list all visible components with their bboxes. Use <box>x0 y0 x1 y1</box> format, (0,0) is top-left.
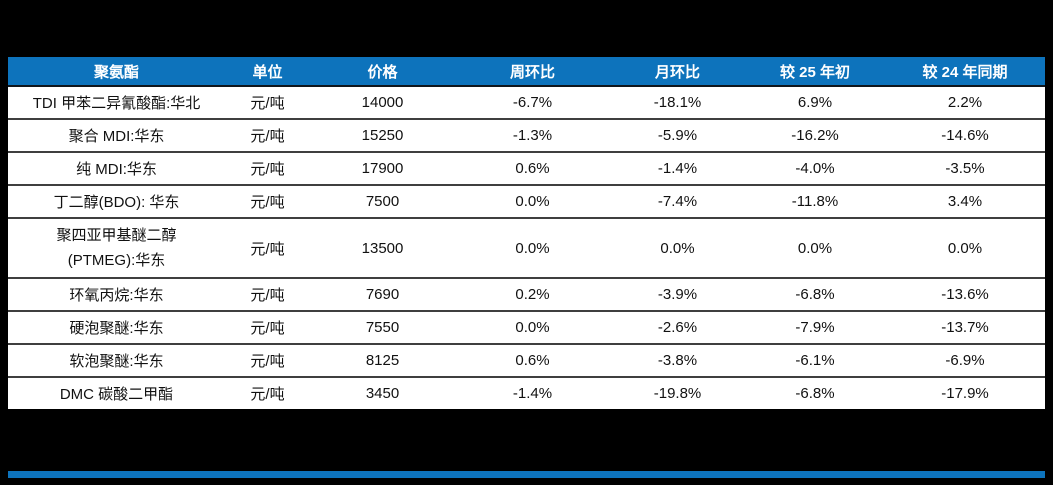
table-row-tdi: TDI 甲苯二异氰酸酯:华北 元/吨 14000 -6.7% -18.1% 6.… <box>8 85 1045 119</box>
cell-product: 聚四亚甲基醚二醇 (PTMEG):华东 <box>8 217 225 278</box>
cell-product: 软泡聚醚:华东 <box>8 343 225 377</box>
cell-vs-last-year: 0.0% <box>885 217 1045 278</box>
cell-unit: 元/吨 <box>225 151 310 185</box>
cell-vs-last-year: -17.9% <box>885 376 1045 412</box>
cell-mom: -2.6% <box>610 310 745 344</box>
cell-price: 7500 <box>310 184 455 218</box>
cell-unit: 元/吨 <box>225 343 310 377</box>
column-header-product: 聚氨酯 <box>93 63 139 81</box>
column-header-mom: 月环比 <box>654 63 700 81</box>
cell-vs-last-year: -13.6% <box>885 277 1045 311</box>
table-row-flexible-polyether: 软泡聚醚:华东 元/吨 8125 0.6% -3.8% -6.1% -6.9% <box>8 343 1045 377</box>
table-header-row: 聚氨酯 单位 价格 周环比 月环比 较 25 年初 较 24 年同期 <box>8 57 1045 86</box>
cell-wow: 0.6% <box>455 151 610 185</box>
column-header-wow: 周环比 <box>509 63 555 81</box>
polyurethane-price-table: 聚氨酯 单位 价格 周环比 月环比 较 25 年初 较 24 年同期 TDI 甲… <box>8 57 1045 412</box>
cell-product: 环氧丙烷:华东 <box>8 277 225 311</box>
cell-unit: 元/吨 <box>225 376 310 412</box>
table-row-ptmeg: 聚四亚甲基醚二醇 (PTMEG):华东 元/吨 13500 0.0% 0.0% … <box>8 217 1045 278</box>
cell-wow: 0.6% <box>455 343 610 377</box>
column-header-vs-year-start: 较 25 年初 <box>779 63 851 81</box>
cell-price: 7550 <box>310 310 455 344</box>
cell-vs-year-start: -16.2% <box>745 118 885 152</box>
cell-vs-year-start: -6.1% <box>745 343 885 377</box>
cell-price: 7690 <box>310 277 455 311</box>
bottom-accent-bar <box>8 471 1045 478</box>
cell-wow: 0.2% <box>455 277 610 311</box>
cell-mom: 0.0% <box>610 217 745 278</box>
table-row-propylene-oxide: 环氧丙烷:华东 元/吨 7690 0.2% -3.9% -6.8% -13.6% <box>8 277 1045 311</box>
column-header-price: 价格 <box>367 63 398 81</box>
cell-vs-year-start: -11.8% <box>745 184 885 218</box>
cell-vs-year-start: 0.0% <box>745 217 885 278</box>
table-row-pure-mdi: 纯 MDI:华东 元/吨 17900 0.6% -1.4% -4.0% -3.5… <box>8 151 1045 185</box>
column-header-unit: 单位 <box>252 63 283 81</box>
cell-mom: -5.9% <box>610 118 745 152</box>
cell-unit: 元/吨 <box>225 277 310 311</box>
cell-unit: 元/吨 <box>225 217 310 278</box>
cell-mom: -19.8% <box>610 376 745 412</box>
cell-vs-year-start: -4.0% <box>745 151 885 185</box>
cell-mom: -3.9% <box>610 277 745 311</box>
cell-mom: -1.4% <box>610 151 745 185</box>
cell-wow: 0.0% <box>455 310 610 344</box>
cell-unit: 元/吨 <box>225 118 310 152</box>
table-row-poly-mdi: 聚合 MDI:华东 元/吨 15250 -1.3% -5.9% -16.2% -… <box>8 118 1045 152</box>
cell-product-text: 聚四亚甲基醚二醇 (PTMEG):华东 <box>56 226 177 270</box>
cell-price: 8125 <box>310 343 455 377</box>
cell-vs-last-year: -14.6% <box>885 118 1045 152</box>
cell-product: DMC 碳酸二甲酯 <box>8 376 225 412</box>
cell-product: 硬泡聚醚:华东 <box>8 310 225 344</box>
table-row-dmc: DMC 碳酸二甲酯 元/吨 3450 -1.4% -19.8% -6.8% -1… <box>8 376 1045 412</box>
cell-vs-year-start: 6.9% <box>745 85 885 119</box>
cell-mom: -7.4% <box>610 184 745 218</box>
table-row-rigid-polyether: 硬泡聚醚:华东 元/吨 7550 0.0% -2.6% -7.9% -13.7% <box>8 310 1045 344</box>
cell-wow: -1.4% <box>455 376 610 412</box>
cell-price: 17900 <box>310 151 455 185</box>
cell-vs-last-year: -13.7% <box>885 310 1045 344</box>
cell-price: 13500 <box>310 217 455 278</box>
cell-product: TDI 甲苯二异氰酸酯:华北 <box>8 85 225 119</box>
cell-vs-year-start: -7.9% <box>745 310 885 344</box>
column-header-vs-last-year: 较 24 年同期 <box>922 63 1008 81</box>
cell-vs-year-start: -6.8% <box>745 376 885 412</box>
cell-unit: 元/吨 <box>225 310 310 344</box>
cell-price: 15250 <box>310 118 455 152</box>
cell-unit: 元/吨 <box>225 85 310 119</box>
cell-wow: -1.3% <box>455 118 610 152</box>
cell-product: 纯 MDI:华东 <box>8 151 225 185</box>
cell-product: 丁二醇(BDO): 华东 <box>8 184 225 218</box>
cell-vs-last-year: 2.2% <box>885 85 1045 119</box>
cell-product: 聚合 MDI:华东 <box>8 118 225 152</box>
table-row-bdo: 丁二醇(BDO): 华东 元/吨 7500 0.0% -7.4% -11.8% … <box>8 184 1045 218</box>
cell-mom: -18.1% <box>610 85 745 119</box>
cell-vs-last-year: 3.4% <box>885 184 1045 218</box>
cell-mom: -3.8% <box>610 343 745 377</box>
cell-wow: 0.0% <box>455 217 610 278</box>
cell-price: 3450 <box>310 376 455 412</box>
cell-unit: 元/吨 <box>225 184 310 218</box>
cell-vs-last-year: -6.9% <box>885 343 1045 377</box>
cell-vs-last-year: -3.5% <box>885 151 1045 185</box>
cell-price: 14000 <box>310 85 455 119</box>
cell-vs-year-start: -6.8% <box>745 277 885 311</box>
cell-wow: -6.7% <box>455 85 610 119</box>
cell-wow: 0.0% <box>455 184 610 218</box>
